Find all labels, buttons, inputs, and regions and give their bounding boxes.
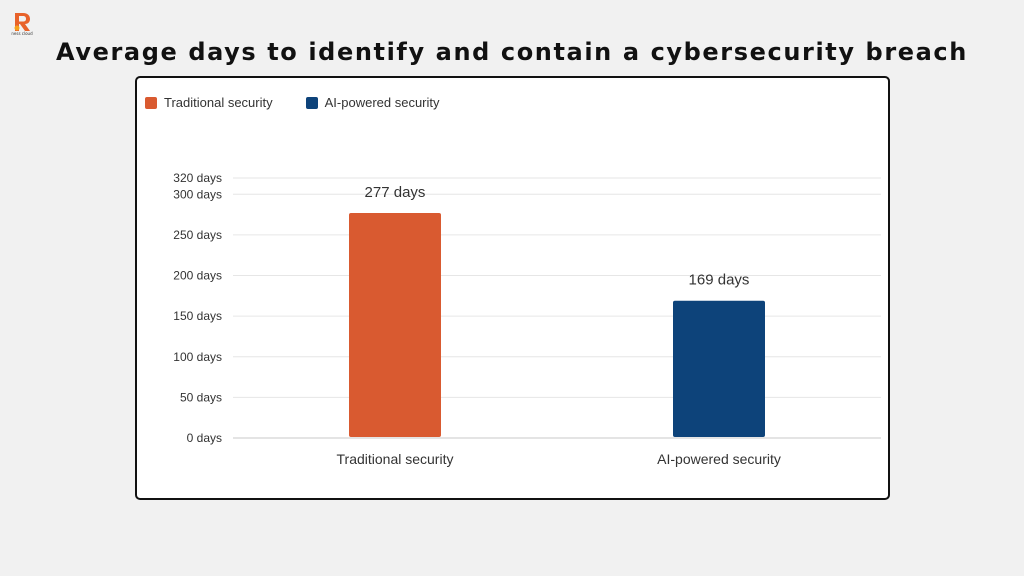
y-tick-label: 200 days <box>173 269 222 283</box>
legend-item-traditional[interactable]: Traditional security <box>145 95 273 110</box>
bar-chart: 0 days 50 days 100 days 150 days 200 days 250… <box>173 171 881 467</box>
x-category-label: AI-powered security <box>657 451 781 467</box>
legend-label-traditional: Traditional security <box>164 95 273 110</box>
y-tick-label: 100 days <box>173 350 222 364</box>
y-tick-label: 0 days <box>187 431 222 445</box>
chart-card: Traditional security AI-powered security… <box>135 76 890 500</box>
bar <box>349 212 441 437</box>
bar-value-label: 277 days <box>365 184 426 201</box>
legend-swatch-ai <box>305 96 318 109</box>
page-title: Average days to identify and contain a c… <box>56 38 968 66</box>
logo-mark-icon <box>14 13 30 31</box>
bar <box>673 300 765 437</box>
legend-item-ai[interactable]: AI-powered security <box>305 95 440 110</box>
x-category-label: Traditional security <box>337 451 454 467</box>
bar-value-label: 169 days <box>689 272 750 289</box>
y-tick-label: 250 days <box>173 228 222 242</box>
chart-legend: Traditional security AI-powered security <box>145 95 440 110</box>
y-tick-label: 320 days <box>173 171 222 185</box>
y-tick-label: 150 days <box>173 309 222 323</box>
brand-logo: ness cloud <box>9 12 35 38</box>
logo-text: ness cloud <box>11 31 33 36</box>
y-tick-label: 50 days <box>180 390 222 404</box>
y-tick-label: 300 days <box>173 187 222 201</box>
legend-label-ai: AI-powered security <box>324 95 440 110</box>
legend-swatch-traditional <box>145 96 157 109</box>
